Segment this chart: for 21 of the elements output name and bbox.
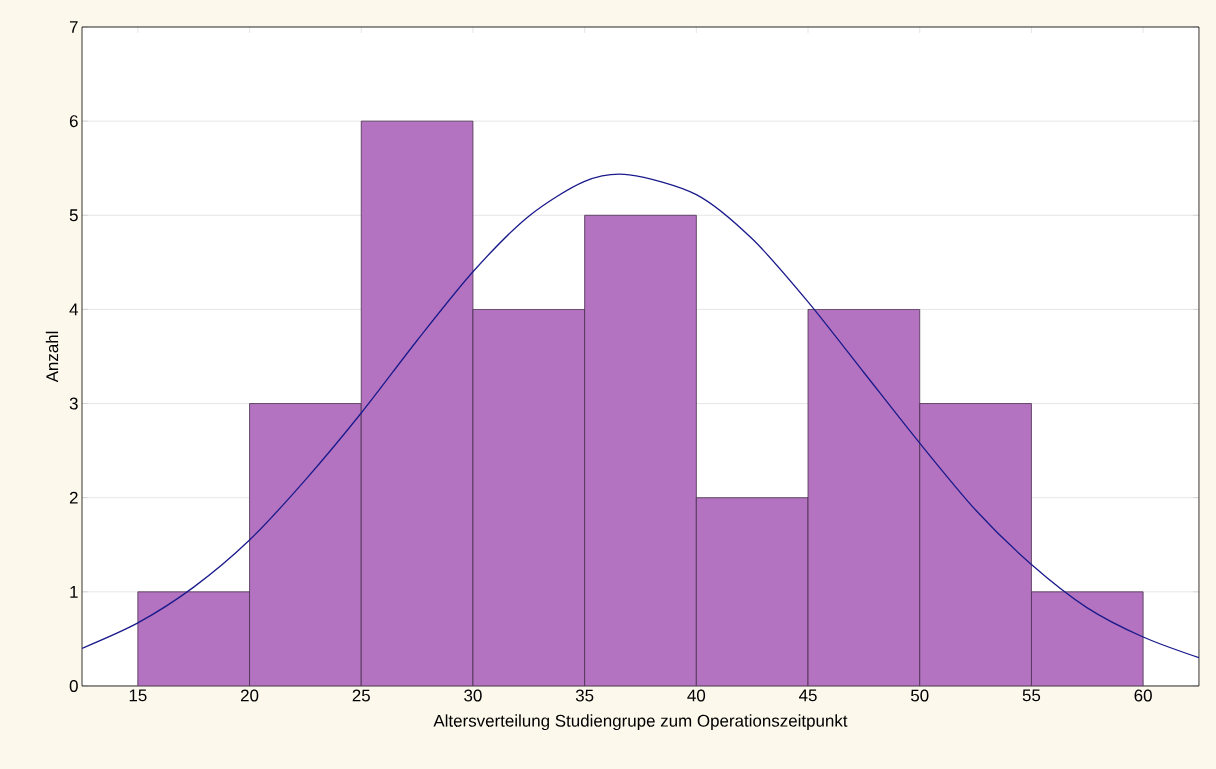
y-tick-label: 6	[69, 115, 78, 128]
y-tick-label: 2	[69, 491, 78, 504]
y-tick-label: 1	[70, 586, 78, 598]
x-tick-label: 50	[910, 689, 929, 702]
y-tick-label: 3	[69, 397, 78, 410]
x-tick-label: 35	[575, 689, 594, 702]
x-tick-label: 30	[464, 689, 482, 702]
x-tick-label: 45	[799, 689, 817, 702]
x-axis-title: Altersverteilung Studiengrupe zum Operationszeitpunkt	[433, 714, 848, 731]
x-tick-label: 55	[1022, 689, 1041, 702]
y-tick-label: 0	[69, 679, 78, 692]
y-tick-label: 5	[69, 209, 78, 222]
x-tick-label: 40	[687, 689, 706, 702]
y-tick-label: 7	[69, 21, 78, 33]
x-tick-label: 20	[240, 689, 259, 702]
y-tick-label: 4	[69, 303, 78, 316]
line-series	[82, 173, 1199, 659]
x-tick-label: 25	[352, 689, 370, 702]
x-tick-label: 15	[129, 689, 147, 702]
x-tick-label: 60	[1134, 689, 1152, 702]
y-axis-title: Anzahl	[45, 331, 59, 383]
